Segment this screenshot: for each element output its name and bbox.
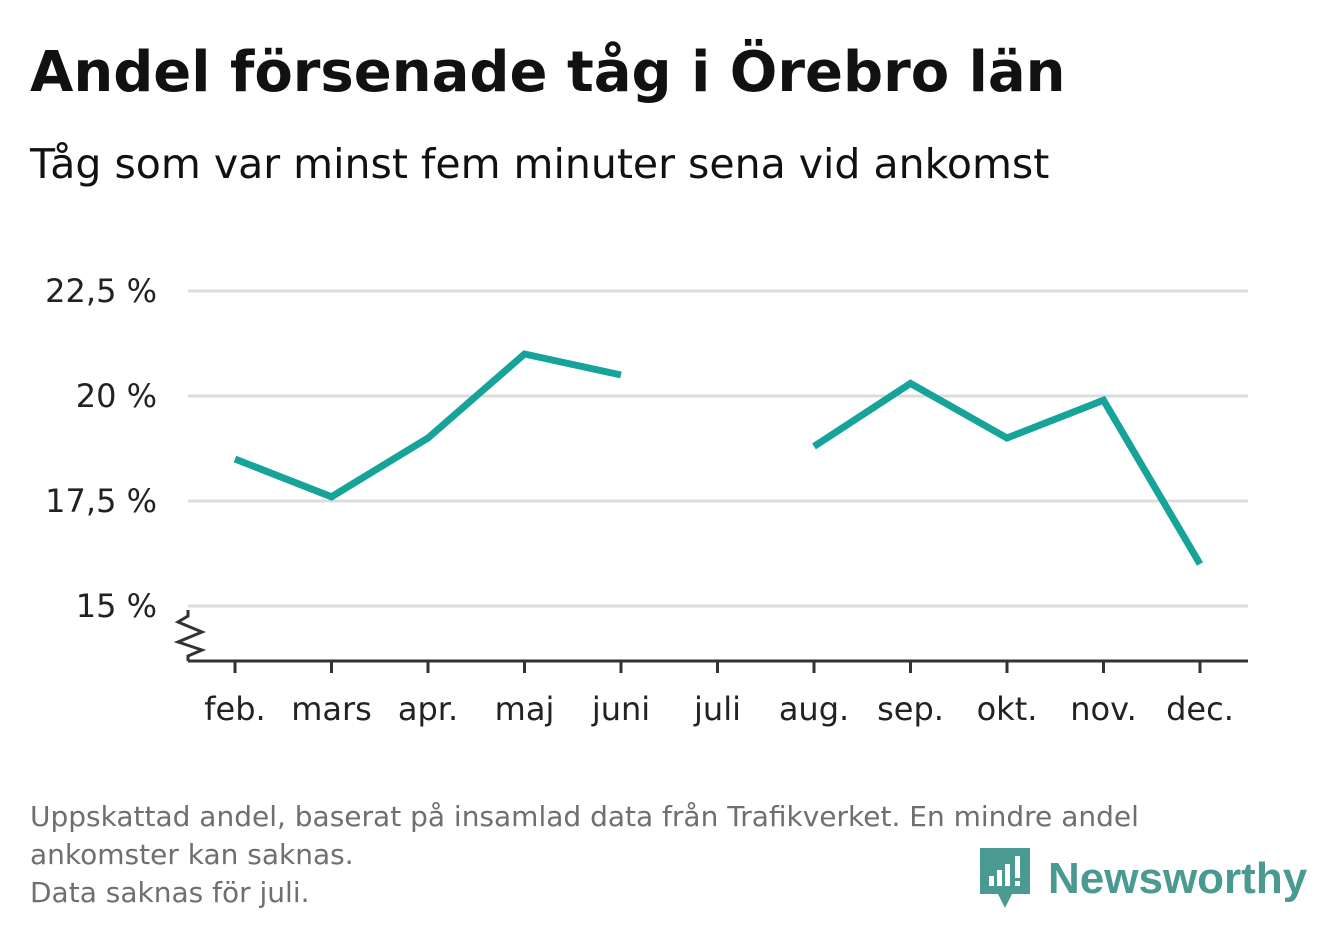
line-chart: 15 % 17,5 % 20 % 22,5 % feb. mars apr. maj juni… — [45, 272, 1248, 728]
series-line — [233, 350, 622, 501]
x-tick-label: dec. — [1166, 690, 1234, 728]
axis-break-icon — [173, 610, 207, 661]
footnote-line-3: Data saknas för juli. — [30, 876, 310, 909]
x-tick-label: juli — [693, 690, 741, 728]
y-tick-label: 20 % — [76, 377, 157, 415]
x-tick-label: apr. — [398, 690, 458, 728]
axes — [173, 610, 1248, 673]
brand-logo: Newsworthy — [980, 848, 1307, 910]
series-line — [812, 379, 1204, 566]
x-tick-label: aug. — [779, 690, 849, 728]
x-tick-label: sep. — [877, 690, 944, 728]
newsworthy-logo-icon — [980, 848, 1030, 908]
footnote-line-2: ankomster kan saknas. — [30, 838, 354, 871]
brand-name: Newsworthy — [1048, 854, 1308, 903]
y-tick-label: 17,5 % — [45, 482, 157, 520]
y-tick-labels: 15 % 17,5 % 20 % 22,5 % — [45, 272, 157, 625]
gridlines — [188, 289, 1248, 608]
x-tick-labels: feb. mars apr. maj juni juli aug. sep. okt. nov. d… — [204, 690, 1234, 728]
y-tick-label: 15 % — [76, 587, 157, 625]
y-tick-label: 22,5 % — [45, 272, 157, 310]
footnote-line-1: Uppskattad andel, baserat på insamlad da… — [30, 800, 1139, 833]
x-tick-label: feb. — [204, 690, 265, 728]
x-tick-label: juni — [591, 690, 650, 728]
series-lines — [233, 350, 1204, 566]
x-tick-label: mars — [291, 690, 372, 728]
x-tick-label: okt. — [977, 690, 1038, 728]
chart-subtitle: Tåg som var minst fem minuter sena vid a… — [30, 140, 1050, 188]
chart-title: Andel försenade tåg i Örebro län — [30, 40, 1066, 105]
x-tick-label: nov. — [1070, 690, 1136, 728]
x-tick-label: maj — [495, 690, 555, 728]
footnote: Uppskattad andel, baserat på insamlad da… — [30, 798, 1280, 912]
